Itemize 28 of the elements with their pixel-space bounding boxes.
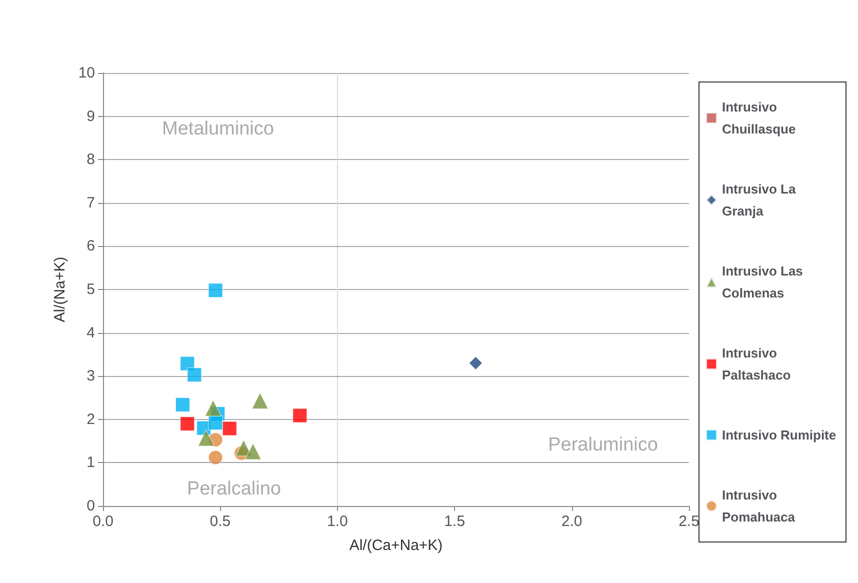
x-axis-title: Al/(Ca+Na+K) [349, 537, 443, 554]
annotation: Peralcalino [187, 478, 281, 500]
x-tick-label: 2.0 [561, 513, 582, 530]
legend-label: Intrusivo Paltashaco [722, 346, 791, 382]
y-tick-label: 2 [86, 410, 95, 428]
y-tick-label: 8 [86, 151, 95, 168]
y-tick-label: 1 [86, 454, 95, 472]
legend-label: Intrusivo Chuillasque [722, 100, 796, 136]
x-tick-label: 1.5 [444, 513, 466, 530]
y-tick-label: 7 [86, 194, 95, 212]
y-tick-label: 5 [86, 281, 95, 298]
x-tick-label: 0.5 [210, 513, 231, 530]
y-tick-label: 10 [78, 64, 95, 82]
y-tick-label: 6 [86, 238, 95, 255]
annotation: Peraluminico [548, 434, 658, 456]
legend-label: Intrusivo Rumipite [722, 428, 836, 442]
y-tick-label: 3 [86, 368, 95, 385]
x-tick-label: 0.0 [92, 513, 114, 530]
legend-label: Intrusivo La Granja [722, 182, 800, 218]
legend-label: Intrusivo Pomahuaca [722, 488, 796, 524]
x-tick-label: 1.0 [326, 513, 348, 530]
annotation: Metaluminico [162, 118, 274, 140]
legend-label: Intrusivo Las Colmenas [722, 264, 807, 300]
y-axis-title: Al/(Na+K) [51, 256, 68, 322]
x-tick-label: 2.5 [678, 513, 700, 530]
y-tick-label: 9 [86, 108, 95, 125]
y-tick-label: 4 [86, 324, 95, 342]
y-tick-label: 0 [86, 498, 95, 514]
